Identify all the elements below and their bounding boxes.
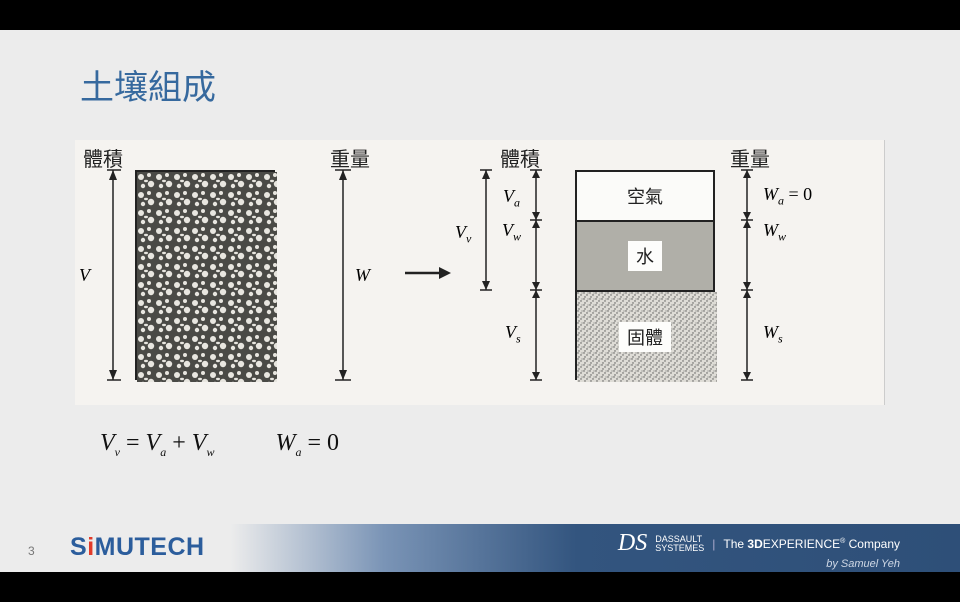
ds-glyph-icon: DS: [618, 530, 647, 557]
bulk-soil-rect: [135, 170, 275, 380]
symbol-V: V: [79, 265, 90, 286]
label-water: 水: [628, 241, 662, 271]
eq2: Wa = 0: [275, 430, 339, 456]
arrow-icon: [405, 258, 451, 290]
label-weight-left: 重量: [330, 143, 370, 172]
phase-air: 空氣: [577, 172, 713, 222]
equations: Vv = Va + Vw Wa = 0: [100, 430, 339, 460]
symbol-Vs: Vs: [505, 322, 521, 347]
label-air: 空氣: [619, 181, 671, 211]
simutech-logo: SiMUTECH: [70, 533, 205, 562]
dassault-logo: DS DASSAULTSYSTEMES | The 3DEXPERIENCE® …: [618, 530, 900, 557]
byline: by Samuel Yeh: [826, 558, 900, 570]
symbol-Vv: Vv: [455, 222, 471, 247]
phase-rect: 空氣 水: [575, 170, 715, 380]
slide-title: 土壤組成: [80, 60, 216, 109]
label-volume-left: 體積: [83, 143, 123, 172]
eq1: Vv = Va + Vw: [100, 430, 220, 456]
symbol-Ww: Ww: [763, 220, 786, 245]
symbol-Va: Va: [503, 186, 520, 211]
label-solid: 固體: [619, 322, 671, 352]
bracket-Vv: [470, 170, 494, 290]
phase-water: 水: [577, 222, 713, 292]
label-volume-right: 體積: [500, 143, 540, 172]
soil-diagram: 體積 重量 體積 重量: [75, 140, 885, 405]
bracket-VaVwVs: [520, 170, 544, 380]
bracket-V: [93, 170, 123, 380]
slide: 土壤組成 體積 重量 體積 重量: [0, 30, 960, 572]
symbol-Ws: Ws: [763, 322, 783, 347]
label-weight-right: 重量: [730, 143, 770, 172]
symbol-Wa-eq0: Wa = 0: [763, 184, 812, 209]
soil-texture-icon: [137, 172, 277, 382]
bracket-WaWwWs: [739, 170, 763, 380]
page-number: 3: [28, 544, 35, 558]
symbol-Vw: Vw: [502, 220, 521, 245]
symbol-W: W: [355, 265, 370, 286]
phase-solid: 固體: [577, 292, 713, 382]
